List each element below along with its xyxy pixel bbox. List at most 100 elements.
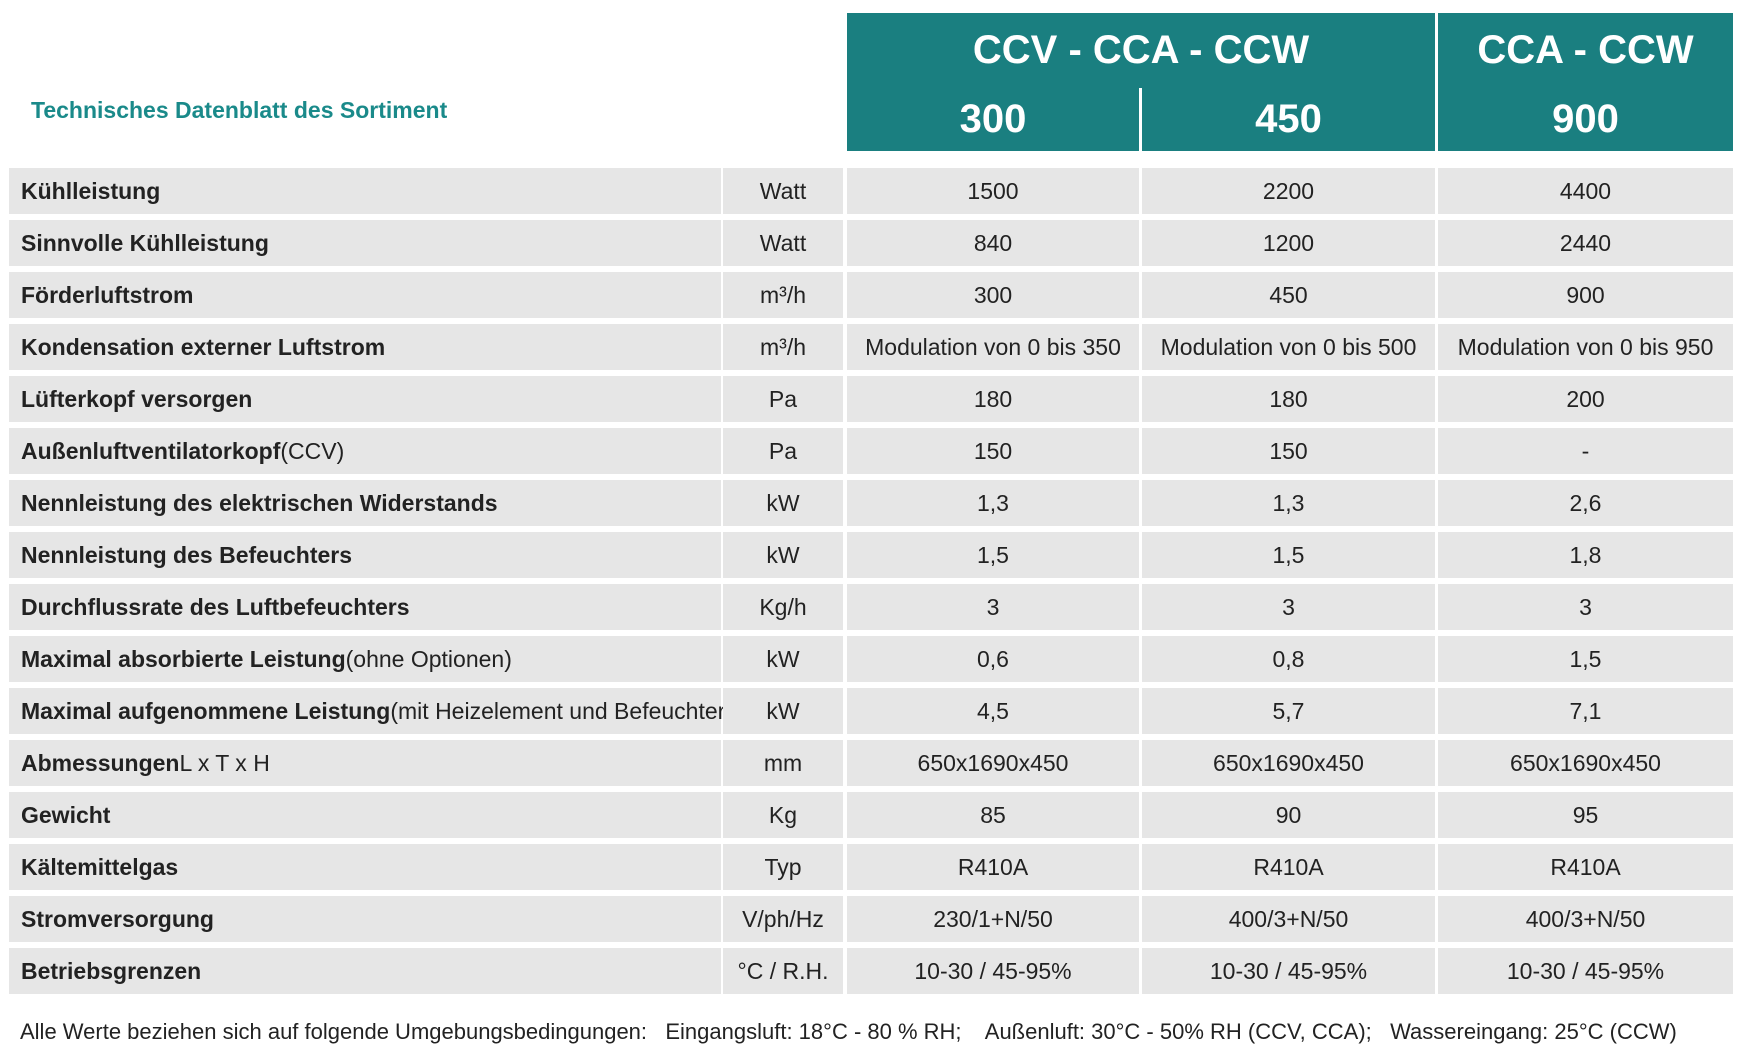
value: 450: [1142, 272, 1435, 318]
model-header: 900: [1438, 88, 1733, 151]
row-note: (CCV): [280, 437, 345, 464]
value: 2,6: [1438, 480, 1733, 526]
row-label-cell: Maximal aufgenommene Leistung (mit Heize…: [9, 688, 733, 734]
value: R410A: [847, 844, 1139, 890]
value: 2440: [1438, 220, 1733, 266]
unit: Kg: [723, 792, 843, 838]
model-header: 300: [847, 88, 1139, 151]
row-label-cell: Abmessungen L x T x H: [9, 740, 721, 786]
value: 200: [1438, 376, 1733, 422]
value: 400/3+N/50: [1142, 896, 1435, 942]
row-label-cell: Nennleistung des elektrischen Widerstand…: [9, 480, 721, 526]
unit: Watt: [723, 220, 843, 266]
value: 1,8: [1438, 532, 1733, 578]
row-label: Kondensation externer Luftstrom: [21, 333, 386, 360]
value: 1,5: [1142, 532, 1435, 578]
row-label: Kühlleistung: [21, 177, 161, 204]
value: 650x1690x450: [1142, 740, 1435, 786]
value: 180: [847, 376, 1139, 422]
value: Modulation von 0 bis 350: [847, 324, 1139, 370]
value: 1200: [1142, 220, 1435, 266]
value: 10-30 / 45-95%: [1438, 948, 1733, 994]
row-note: (mit Heizelement und Befeuchter): [390, 697, 733, 724]
row-label: Kältemittelgas: [21, 853, 179, 880]
row-label: Nennleistung des Befeuchters: [21, 541, 353, 568]
unit: m³/h: [723, 324, 843, 370]
value: 900: [1438, 272, 1733, 318]
row-label: Lüfterkopf versorgen: [21, 385, 253, 412]
row-label: Sinnvolle Kühlleistung: [21, 229, 269, 256]
group-header: CCA - CCW: [1438, 13, 1733, 88]
value: 10-30 / 45-95%: [847, 948, 1139, 994]
row-label-cell: Kondensation externer Luftstrom: [9, 324, 721, 370]
value: -: [1438, 428, 1733, 474]
value: 230/1+N/50: [847, 896, 1139, 942]
row-label-cell: Außenluftventilatorkopf (CCV): [9, 428, 721, 474]
group-header: CCV - CCA - CCW: [847, 13, 1435, 88]
row-label: Gewicht: [21, 801, 111, 828]
row-label-cell: Kältemittelgas: [9, 844, 721, 890]
unit: kW: [723, 480, 843, 526]
value: 400/3+N/50: [1438, 896, 1733, 942]
value: R410A: [1142, 844, 1435, 890]
unit: Kg/h: [723, 584, 843, 630]
row-label: Abmessungen: [21, 749, 180, 776]
unit: kW: [723, 636, 843, 682]
row-label-cell: Betriebsgrenzen: [9, 948, 721, 994]
unit: kW: [723, 688, 843, 734]
value: 650x1690x450: [1438, 740, 1733, 786]
row-label-cell: Förderluftstrom: [9, 272, 721, 318]
value: 1,5: [1438, 636, 1733, 682]
value: 0,8: [1142, 636, 1435, 682]
model-header: 450: [1142, 88, 1435, 151]
unit: m³/h: [723, 272, 843, 318]
value: 1,5: [847, 532, 1139, 578]
value: 150: [847, 428, 1139, 474]
value: 3: [847, 584, 1139, 630]
row-label-cell: Kühlleistung: [9, 168, 721, 214]
value: 7,1: [1438, 688, 1733, 734]
unit: °C / R.H.: [723, 948, 843, 994]
row-label-cell: Durchflussrate des Luftbefeuchters: [9, 584, 721, 630]
value: 1,3: [1142, 480, 1435, 526]
row-label-cell: Gewicht: [9, 792, 721, 838]
sheet-title: Technisches Datenblatt des Sortiment: [31, 96, 448, 123]
value: Modulation von 0 bis 500: [1142, 324, 1435, 370]
unit: mm: [723, 740, 843, 786]
unit: kW: [723, 532, 843, 578]
footnote: Alle Werte beziehen sich auf folgende Um…: [20, 1019, 1677, 1044]
row-label: Förderluftstrom: [21, 281, 194, 308]
row-label-cell: Stromversorgung: [9, 896, 721, 942]
row-label-cell: Lüfterkopf versorgen: [9, 376, 721, 422]
value: 85: [847, 792, 1139, 838]
row-label-cell: Maximal absorbierte Leistung (ohne Optio…: [9, 636, 721, 682]
row-label-cell: Sinnvolle Kühlleistung: [9, 220, 721, 266]
row-label-cell: Nennleistung des Befeuchters: [9, 532, 721, 578]
value: 840: [847, 220, 1139, 266]
row-label: Stromversorgung: [21, 905, 214, 932]
row-label: Außenluftventilatorkopf: [21, 437, 281, 464]
value: Modulation von 0 bis 950: [1438, 324, 1733, 370]
row-note: L x T x H: [179, 749, 270, 776]
value: 10-30 / 45-95%: [1142, 948, 1435, 994]
value: 150: [1142, 428, 1435, 474]
value: 3: [1142, 584, 1435, 630]
value: R410A: [1438, 844, 1733, 890]
row-label: Maximal aufgenommene Leistung: [21, 697, 391, 724]
value: 1500: [847, 168, 1139, 214]
unit: Typ: [723, 844, 843, 890]
value: 90: [1142, 792, 1435, 838]
row-note: (ohne Optionen): [345, 645, 512, 672]
row-label: Maximal absorbierte Leistung: [21, 645, 346, 672]
value: 4,5: [847, 688, 1139, 734]
value: 4400: [1438, 168, 1733, 214]
value: 3: [1438, 584, 1733, 630]
row-label: Durchflussrate des Luftbefeuchters: [21, 593, 410, 620]
value: 5,7: [1142, 688, 1435, 734]
value: 0,6: [847, 636, 1139, 682]
value: 95: [1438, 792, 1733, 838]
value: 1,3: [847, 480, 1139, 526]
value: 2200: [1142, 168, 1435, 214]
row-label: Nennleistung des elektrischen Widerstand…: [21, 489, 498, 516]
